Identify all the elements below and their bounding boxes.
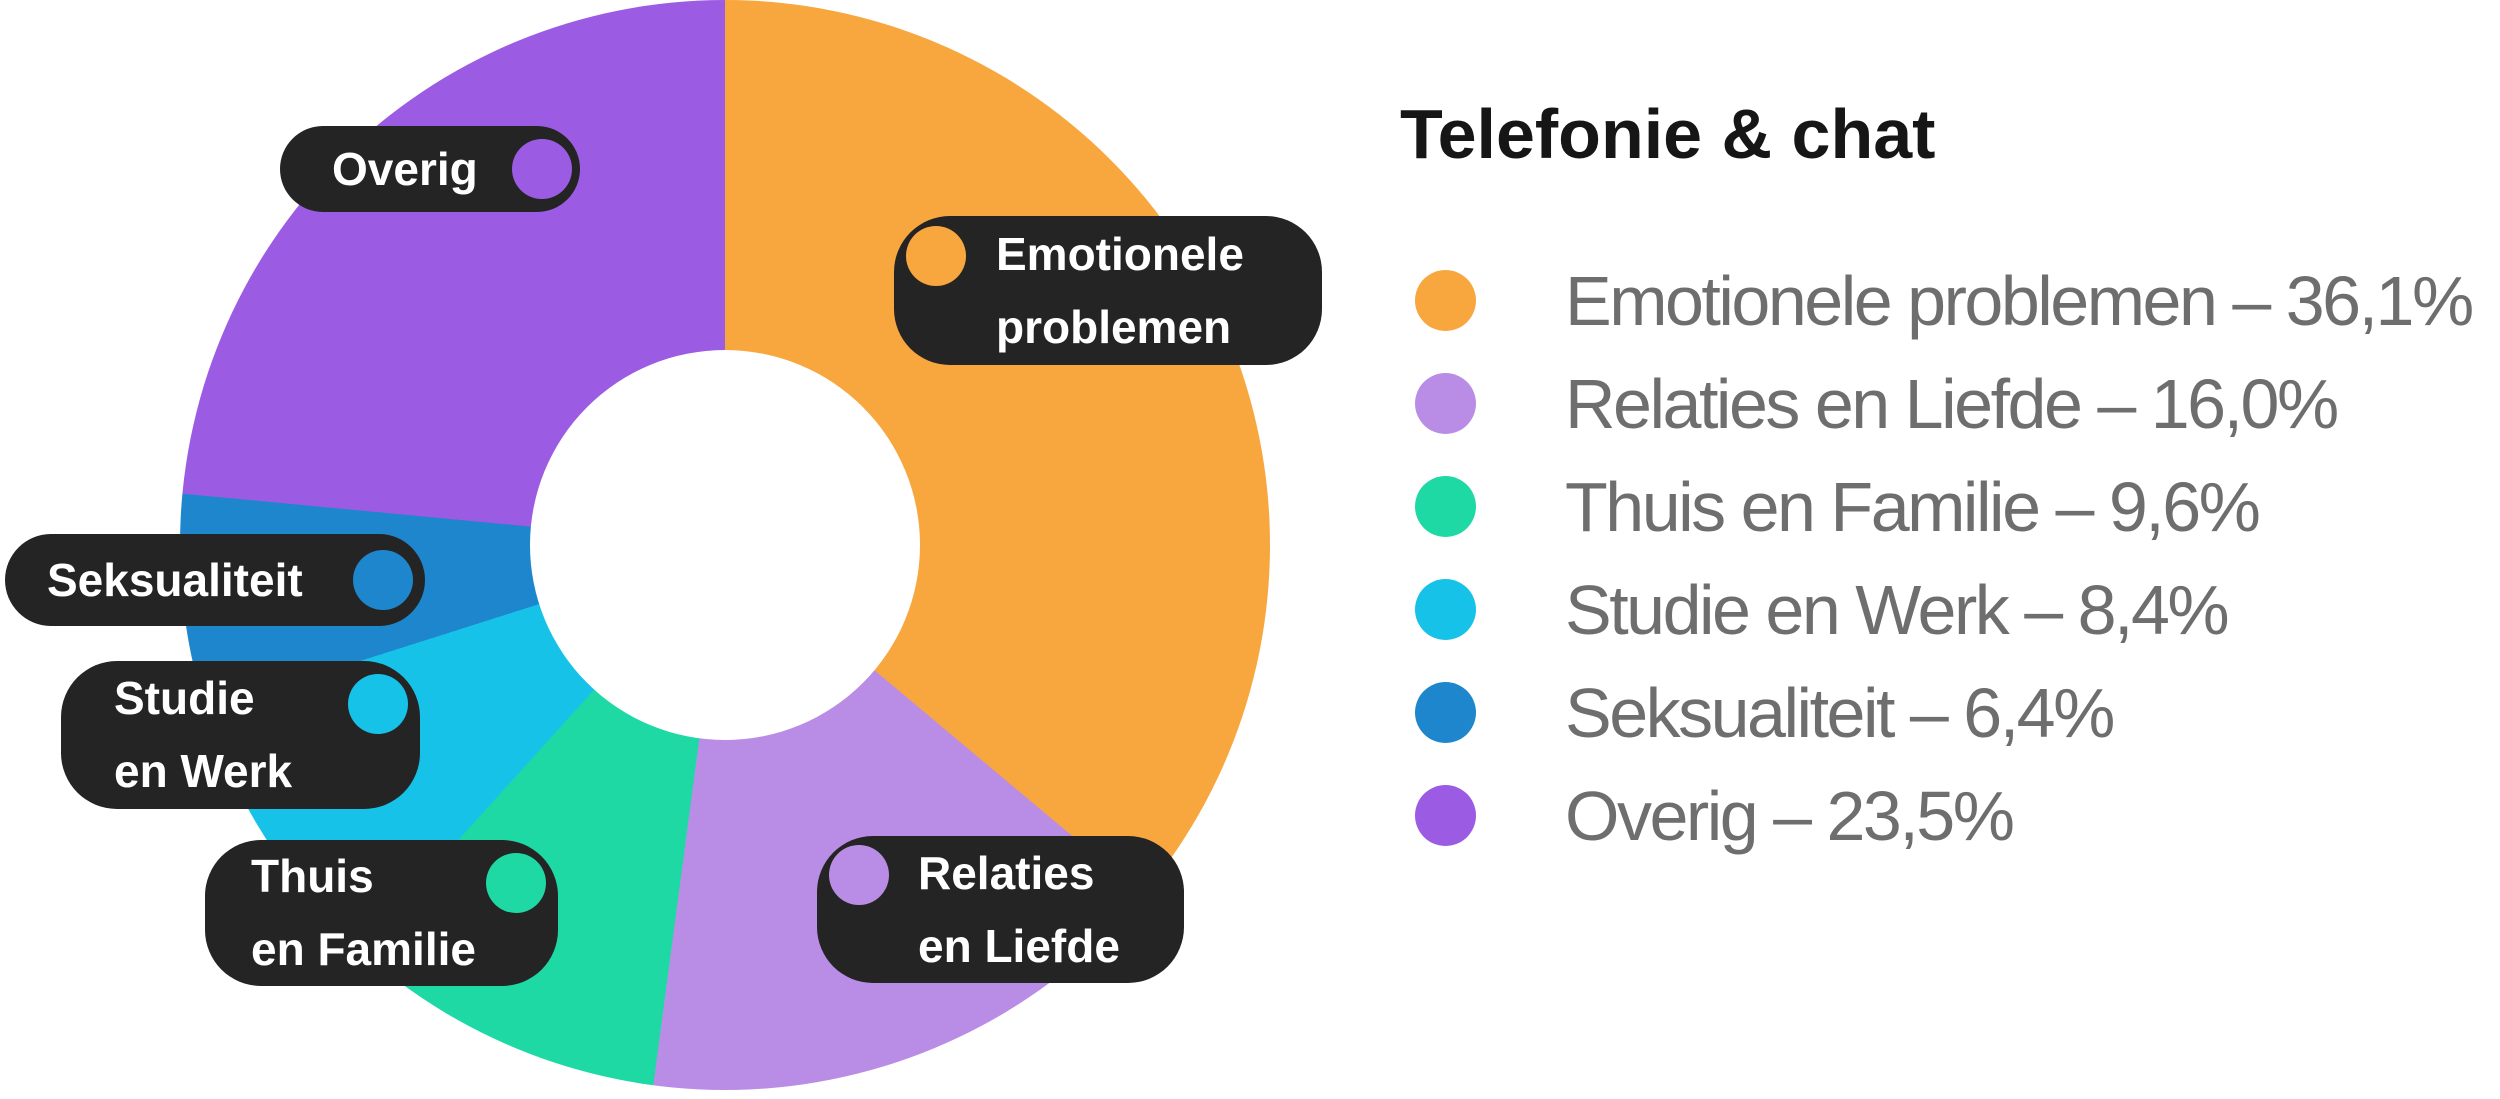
- callout-overig: Overig: [280, 126, 580, 212]
- legend-label: Seksualiteit – 6,4%: [1565, 673, 2115, 752]
- legend-item: Emotionele problemen – 36,1%: [1415, 249, 2474, 352]
- legend-item: Seksualiteit – 6,4%: [1415, 661, 2472, 764]
- callout-label-line: Seksualiteit: [47, 553, 303, 606]
- legend-swatch-icon: [1415, 373, 1476, 434]
- callout-dot-icon-studie-en-werk: [348, 674, 408, 734]
- callout-thuis-en-familie: Thuis en Familie: [205, 840, 558, 986]
- callout-dot-icon-relaties-en-liefde: [829, 845, 889, 905]
- legend-label: Studie en Werk – 8,4%: [1565, 570, 2230, 649]
- callout-dot-icon-seksualiteit: [353, 550, 413, 610]
- legend-swatch-icon: [1415, 682, 1476, 743]
- legend-panel: Emotionele problemen – 36,1% Relaties en …: [1415, 249, 2474, 867]
- legend-swatch-icon: [1415, 270, 1476, 331]
- callout-emotionele-problemen: Emotionele problemen: [894, 216, 1322, 365]
- callout-label-line: en Familie: [251, 923, 476, 975]
- legend-swatch-icon: [1415, 785, 1476, 846]
- legend-item: Thuis en Familie – 9,6%: [1415, 455, 2472, 558]
- callout-relaties-en-liefde: Relaties en Liefde: [817, 836, 1184, 983]
- callout-label-line: Thuis: [251, 850, 374, 902]
- callout-dot-icon-emotionele-problemen: [906, 226, 966, 286]
- legend-label: Thuis en Familie – 9,6%: [1565, 467, 2261, 546]
- legend-swatch-icon: [1415, 476, 1476, 537]
- callout-studie-en-werk: Studie en Werk: [61, 661, 420, 809]
- callout-label-line: Studie: [114, 672, 255, 724]
- callout-label-line: problemen: [996, 300, 1232, 353]
- legend-label: Emotionele problemen – 36,1%: [1565, 261, 2474, 340]
- legend-item: Relaties en Liefde – 16,0%: [1415, 352, 2472, 455]
- callout-dot-icon-thuis-en-familie: [486, 853, 546, 913]
- legend-item: Studie en Werk – 8,4%: [1415, 558, 2472, 661]
- callout-label-line: Overig: [332, 142, 478, 195]
- legend-label: Relaties en Liefde – 16,0%: [1565, 364, 2339, 443]
- callout-label-line: en Liefde: [918, 919, 1120, 972]
- legend-items: Emotionele problemen – 36,1% Relaties en …: [1415, 249, 2474, 867]
- callout-label-line: Relaties: [918, 846, 1095, 899]
- callout-seksualiteit: Seksualiteit: [5, 534, 425, 626]
- legend-swatch-icon: [1415, 579, 1476, 640]
- callout-dot-icon-overig: [512, 139, 572, 199]
- donut-hole: [530, 350, 920, 740]
- callout-label-line: Emotionele: [996, 227, 1244, 280]
- callout-label-line: en Werk: [114, 745, 293, 797]
- legend-label: Overig – 23,5%: [1565, 776, 2015, 855]
- chart-title: Telefonie & chat: [1400, 95, 1936, 173]
- legend-item: Overig – 23,5%: [1415, 764, 2472, 867]
